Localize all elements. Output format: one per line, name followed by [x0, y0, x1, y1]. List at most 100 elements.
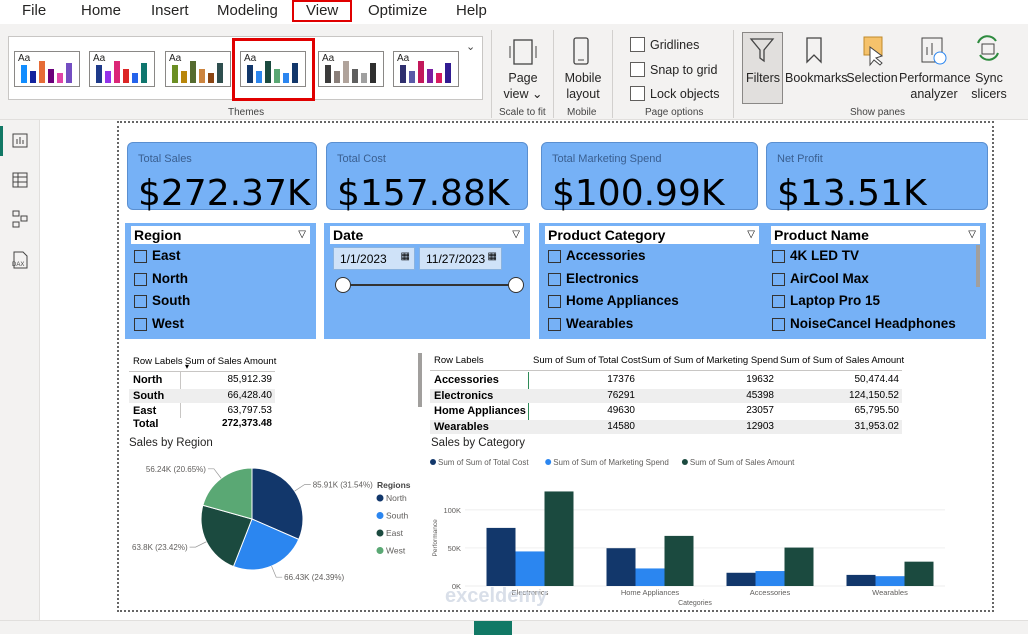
menu-home[interactable]: Home [81, 2, 122, 19]
theme-swatch[interactable]: Aa [89, 51, 155, 87]
total-marketing-spend-card[interactable]: Total Marketing Spend $100.99K [541, 142, 758, 214]
selection-button[interactable]: Selection [846, 71, 898, 85]
page-view-icon[interactable] [508, 36, 538, 66]
table-header[interactable]: Row Labels [133, 356, 183, 367]
bar[interactable] [875, 576, 905, 586]
menu-view[interactable]: View [292, 0, 353, 22]
slicer-checkbox[interactable] [134, 250, 147, 263]
pie-legend-item[interactable]: West [386, 546, 406, 556]
net-profit-card[interactable]: Net Profit $13.51K [766, 142, 988, 214]
slicer-checkbox[interactable] [548, 250, 561, 263]
chevron-down-icon[interactable]: ▽ [512, 229, 520, 240]
chevron-down-icon[interactable]: ▽ [968, 229, 976, 240]
bar[interactable] [606, 548, 636, 586]
menu-optimize[interactable]: Optimize [368, 2, 428, 19]
bar-legend-item[interactable]: Sum of Sum of Total Cost [438, 458, 529, 467]
sales-by-region-pie[interactable]: 85.91K (31.54%) 66.43K (24.39%) 63.8K (23.… [125, 452, 415, 602]
add-page-button[interactable] [474, 621, 512, 635]
bookmark-icon[interactable] [802, 35, 826, 65]
slicer-item-label[interactable]: South [152, 293, 191, 308]
table-header[interactable]: Sum of Sum of Marketing Spend [641, 355, 779, 366]
slicer-item-label[interactable]: 4K LED TV [790, 248, 860, 263]
theme-swatch[interactable]: Aa [318, 51, 384, 87]
page-view-button[interactable]: Page view ⌄ [498, 70, 548, 102]
pie-legend-item[interactable]: North [386, 493, 407, 503]
slicer-checkbox[interactable] [134, 272, 147, 286]
report-view-icon[interactable] [12, 132, 28, 148]
bar[interactable] [664, 535, 694, 586]
date-slicer-title[interactable]: Date ▽ [330, 226, 524, 244]
table-header[interactable]: Row Labels [434, 355, 484, 366]
theme-swatch[interactable]: Aa [393, 51, 459, 87]
slicer-checkbox[interactable] [548, 272, 561, 286]
pie-slice[interactable] [200, 504, 253, 568]
bar[interactable] [904, 561, 934, 586]
category-slicer-title[interactable]: Product Category ▽ [545, 226, 759, 244]
bar[interactable] [515, 551, 545, 586]
total-cost-card[interactable]: Total Cost $157.88K [326, 142, 528, 214]
theme-swatch[interactable]: Aa [14, 51, 80, 87]
bar[interactable] [544, 491, 574, 586]
slicer-checkbox[interactable] [772, 272, 785, 286]
bar[interactable] [486, 527, 516, 586]
bookmarks-button[interactable]: Bookmarks [785, 71, 848, 85]
table-scrollbar[interactable] [418, 353, 422, 407]
theme-swatch[interactable]: Aa [240, 51, 306, 87]
snap-to-grid-checkbox[interactable] [630, 62, 645, 77]
date-start-input[interactable]: 1/1/2023 ▦ [333, 247, 415, 270]
slicer-checkbox[interactable] [548, 295, 561, 308]
menu-modeling[interactable]: Modeling [217, 2, 278, 19]
pie-slice[interactable] [251, 467, 304, 541]
bar-legend-item[interactable]: Sum of Sum of Marketing Spend [553, 458, 669, 467]
bar[interactable] [846, 574, 876, 586]
themes-more-chevron-icon[interactable]: ⌄ [466, 41, 476, 53]
slicer-item-label[interactable]: West [152, 315, 185, 331]
bar[interactable] [784, 547, 814, 586]
pie-slice[interactable] [202, 467, 253, 520]
date-end-input[interactable]: 11/27/2023 ▦ [419, 247, 502, 270]
region-slicer-title[interactable]: Region ▽ [131, 226, 310, 244]
sync-slicers-button[interactable]: Sync slicers [969, 70, 1009, 102]
slicer-item-label[interactable]: Electronics [566, 270, 639, 286]
slicer-item-label[interactable]: East [152, 248, 181, 263]
table-header[interactable]: Sum of Sum of Sales Amount [780, 355, 905, 366]
performance-analyzer-button[interactable]: Performance analyzer [899, 70, 971, 102]
menu-help[interactable]: Help [456, 2, 487, 19]
slicer-item-label[interactable]: Wearables [566, 315, 634, 331]
selection-icon[interactable] [856, 35, 888, 67]
slicer-item-label[interactable]: Accessories [566, 248, 646, 263]
filters-pane-button[interactable] [742, 32, 783, 104]
gridlines-checkbox[interactable] [630, 37, 645, 52]
menu-insert[interactable]: Insert [151, 2, 189, 19]
dax-query-view-icon[interactable]: DAX [10, 250, 30, 270]
table-view-icon[interactable] [12, 172, 28, 188]
menu-file[interactable]: File [22, 2, 47, 19]
slicer-item-label[interactable]: Laptop Pro 15 [790, 293, 881, 308]
slicer-checkbox[interactable] [134, 317, 147, 331]
sync-slicers-icon[interactable] [972, 33, 1004, 65]
lock-objects-checkbox[interactable] [630, 86, 645, 101]
mobile-layout-button[interactable]: Mobile layout [560, 70, 606, 102]
slicer-checkbox[interactable] [548, 317, 561, 331]
bar[interactable] [726, 572, 756, 586]
mobile-layout-icon[interactable] [571, 36, 591, 66]
chevron-down-icon[interactable]: ▽ [298, 229, 306, 240]
slicer-checkbox[interactable] [134, 295, 147, 308]
sales-by-category-chart[interactable]: Sum of Sum of Total Cost Sum of Sum of Ma… [425, 452, 985, 612]
slicer-checkbox[interactable] [772, 295, 785, 308]
total-sales-card[interactable]: Total Sales $272.37K [127, 142, 317, 214]
slicer-checkbox[interactable] [772, 317, 785, 331]
pie-legend-item[interactable]: South [386, 511, 408, 521]
performance-analyzer-icon[interactable] [918, 35, 950, 67]
bar[interactable] [635, 568, 665, 586]
bar-legend-item[interactable]: Sum of Sum of Sales Amount [690, 458, 795, 467]
product-slicer-title[interactable]: Product Name ▽ [771, 226, 980, 244]
pie-legend-item[interactable]: East [386, 528, 404, 538]
slicer-item-label[interactable]: Home Appliances [566, 293, 679, 308]
table-header[interactable]: Sum of Sales Amount [185, 356, 277, 367]
date-range-end-handle[interactable] [508, 277, 524, 293]
date-range-start-handle[interactable] [335, 277, 351, 293]
product-slicer-scrollbar[interactable] [976, 245, 980, 287]
slicer-item-label[interactable]: North [152, 270, 188, 286]
calendar-icon[interactable]: ▦ [400, 251, 410, 262]
